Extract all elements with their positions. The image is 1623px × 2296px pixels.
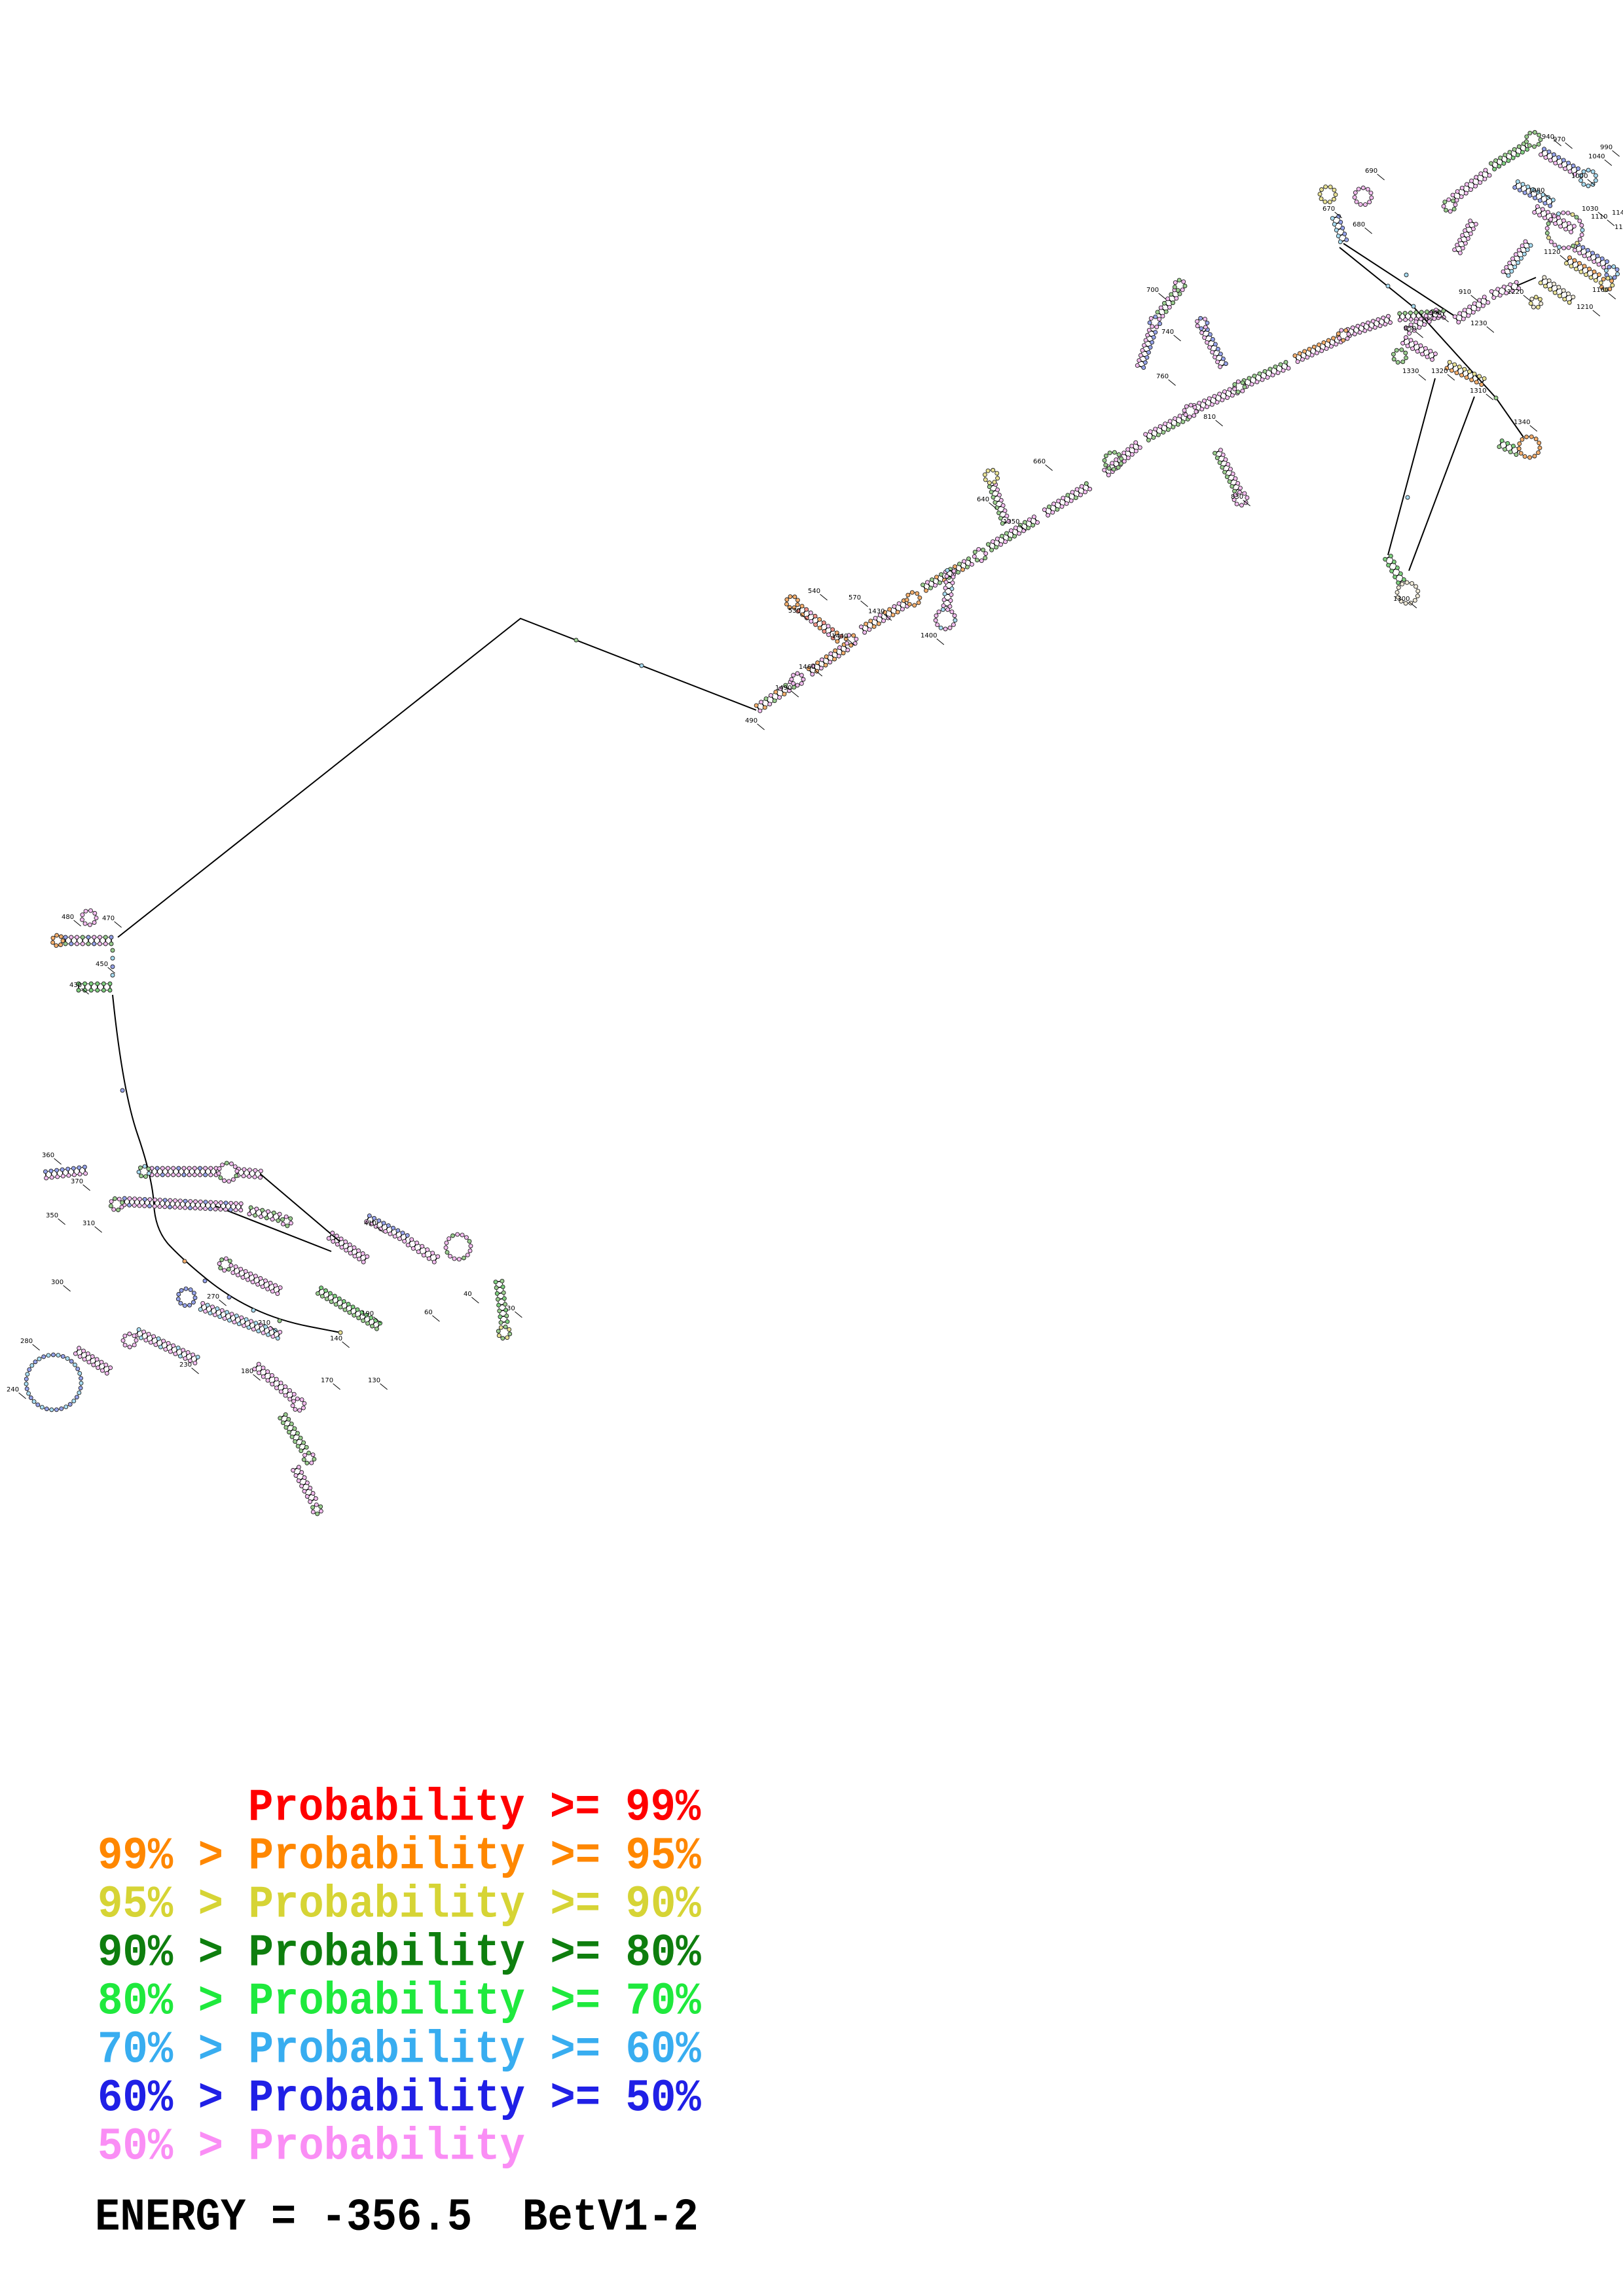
svg-text:680: 680: [1353, 221, 1365, 228]
svg-text:1310: 1310: [1470, 387, 1486, 395]
svg-text:530: 530: [788, 607, 801, 615]
svg-text:830: 830: [1231, 493, 1243, 501]
svg-text:40: 40: [464, 1291, 472, 1298]
legend-row-60: 70% > Probability >= 60%: [98, 2025, 701, 2076]
svg-text:1120: 1120: [1544, 249, 1560, 256]
svg-text:1210: 1210: [1577, 304, 1593, 311]
svg-text:690: 690: [1365, 168, 1377, 175]
svg-text:350: 350: [46, 1212, 58, 1219]
svg-text:1490: 1490: [775, 685, 792, 692]
svg-text:990: 990: [1600, 144, 1613, 151]
svg-text:1400: 1400: [921, 632, 937, 639]
svg-text:30: 30: [507, 1305, 515, 1312]
svg-text:640: 640: [977, 496, 989, 503]
svg-text:300: 300: [51, 1279, 64, 1286]
legend-row-80: 90% > Probability >= 80%: [98, 1928, 701, 1979]
legend-row-95: 99% > Probability >= 95%: [98, 1831, 701, 1882]
svg-text:140: 140: [330, 1335, 342, 1342]
energy-label: ENERGY = -356.5 BetV1-2: [95, 2193, 699, 2244]
svg-text:270: 270: [207, 1293, 219, 1300]
svg-text:850: 850: [1404, 325, 1416, 332]
svg-text:740: 740: [1161, 329, 1174, 336]
svg-text:1430: 1430: [868, 608, 884, 615]
svg-text:230: 230: [179, 1361, 192, 1369]
svg-text:1080: 1080: [1528, 187, 1544, 194]
svg-text:310: 310: [82, 1220, 95, 1227]
svg-text:940: 940: [1429, 310, 1442, 317]
svg-text:940: 940: [1542, 134, 1554, 141]
svg-text:540: 540: [808, 588, 820, 595]
svg-text:1220: 1220: [1507, 289, 1523, 296]
svg-text:1350: 1350: [1003, 518, 1019, 526]
svg-text:130: 130: [368, 1377, 380, 1384]
svg-text:210: 210: [258, 1319, 270, 1327]
svg-text:60: 60: [424, 1309, 433, 1316]
svg-text:360: 360: [42, 1152, 54, 1159]
svg-text:970: 970: [1553, 136, 1565, 143]
legend-row-50: 60% > Probability >= 50%: [98, 2073, 701, 2125]
svg-text:180: 180: [241, 1368, 253, 1375]
svg-text:1460: 1460: [799, 664, 815, 671]
svg-text:1440: 1440: [831, 633, 848, 640]
svg-text:1030: 1030: [1582, 206, 1598, 213]
legend-row-90: 95% > Probability >= 90%: [98, 1880, 701, 1931]
svg-text:1160: 1160: [1592, 287, 1609, 294]
svg-text:1110: 1110: [1591, 213, 1607, 221]
svg-text:450: 450: [96, 961, 108, 968]
svg-text:670: 670: [1322, 206, 1335, 213]
svg-text:470: 470: [102, 915, 115, 922]
svg-text:190: 190: [361, 1310, 374, 1318]
svg-text:570: 570: [848, 594, 861, 601]
svg-text:490: 490: [745, 717, 757, 725]
svg-text:910: 910: [1459, 289, 1471, 296]
svg-text:170: 170: [321, 1377, 333, 1384]
svg-text:1000: 1000: [1571, 173, 1588, 180]
svg-text:280: 280: [20, 1338, 33, 1345]
legend-row-70: 80% > Probability >= 70%: [98, 1977, 701, 2028]
svg-text:430: 430: [69, 982, 82, 989]
svg-text:700: 700: [1146, 287, 1159, 294]
svg-text:1180: 1180: [1614, 224, 1623, 231]
svg-text:1230: 1230: [1470, 320, 1487, 327]
legend-row-below-50: 50% > Probability: [98, 2122, 525, 2173]
svg-text:1330: 1330: [1402, 368, 1419, 375]
svg-text:480: 480: [62, 914, 74, 921]
svg-text:410: 410: [364, 1220, 376, 1227]
svg-text:1320: 1320: [1431, 368, 1448, 375]
svg-text:760: 760: [1156, 373, 1169, 380]
svg-text:810: 810: [1203, 414, 1216, 421]
legend-row-99: Probability >= 99%: [248, 1783, 701, 1834]
svg-text:1340: 1340: [1514, 419, 1530, 426]
svg-text:1040: 1040: [1588, 153, 1605, 160]
svg-text:240: 240: [7, 1386, 19, 1393]
svg-text:370: 370: [71, 1178, 83, 1185]
svg-text:1300: 1300: [1393, 596, 1410, 603]
svg-text:660: 660: [1033, 458, 1046, 465]
svg-text:1140: 1140: [1612, 209, 1623, 217]
